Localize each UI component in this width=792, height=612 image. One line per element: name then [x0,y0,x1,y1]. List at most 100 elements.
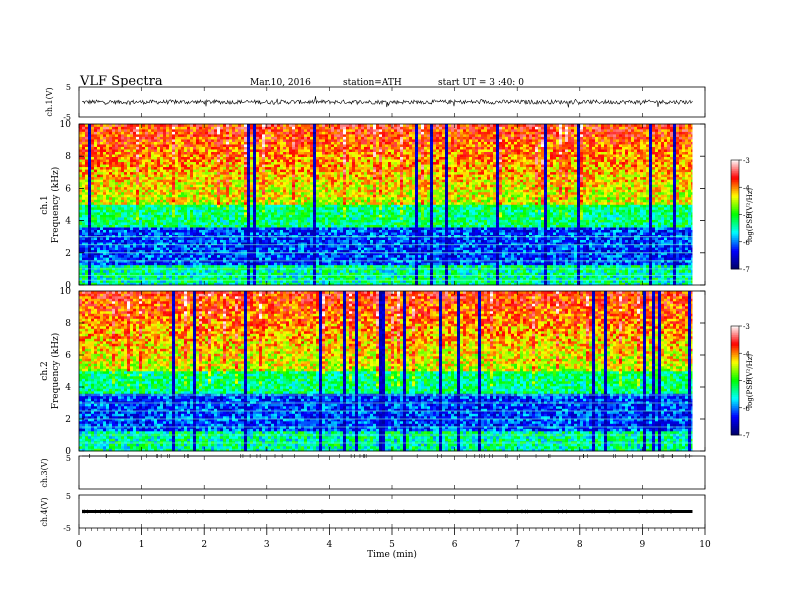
spectrogram-cell [157,225,160,228]
spectrogram-cell [130,189,133,192]
spectrogram-cell [121,167,124,170]
spectrogram-cell [238,127,241,130]
spectrogram-cell [244,184,247,187]
spectrogram-cell [232,157,235,160]
spectrogram-cell [139,134,142,137]
spectrogram-cell [244,164,247,167]
spectrogram-cell [145,182,148,185]
spectrogram-cell [247,194,250,197]
spectrogram-cell [154,159,157,162]
spectrogram-cell [262,240,265,243]
spectrogram-cell [148,159,151,162]
spectrogram-cell [259,149,262,152]
spectrogram-cell [247,132,250,135]
spectrogram-cell [103,137,106,140]
spectrogram-cell [229,272,232,275]
spectrogram-cell [193,240,196,243]
spectrogram-cell [223,199,226,202]
spectrogram-cell [160,182,163,185]
spectrogram-cell [232,255,235,258]
spectrogram-cell [163,134,166,137]
spectrogram-cell [202,197,205,200]
spectrogram-cell [217,205,220,208]
spectrogram-cell [169,255,172,258]
spectrogram-cell [85,222,88,225]
spectrogram-cell [259,144,262,147]
spectrogram-cell [211,127,214,130]
spectrogram-cell [184,189,187,192]
spectrogram-cell [88,162,91,165]
spectrogram-cell [181,240,184,243]
spectrogram-cell [256,189,259,192]
spectrogram-cell [232,184,235,187]
spectrogram-cell [211,250,214,253]
spectrogram-cell [154,184,157,187]
spectrogram-cell [229,270,232,273]
spectrogram-cell [274,220,277,223]
spectrogram-cell [142,205,145,208]
spectrogram-cell [211,240,214,243]
spectrogram-cell [85,144,88,147]
spectrogram-cell [262,197,265,200]
spectrogram-cell [163,147,166,150]
spectrogram-cell [214,272,217,275]
spectrogram-cell [103,225,106,228]
spectrogram-cell [139,164,142,167]
spectrogram-cell [166,227,169,230]
spectrogram-cell [250,139,253,142]
spectrogram-cell [154,182,157,185]
spectrogram-cell [115,149,118,152]
spectrogram-cell [106,137,109,140]
spectrogram-cell [253,217,256,220]
spectrogram-cell [118,217,121,220]
spectrogram-cell [178,187,181,190]
spectrogram-cell [97,222,100,225]
spectrogram-cell [202,189,205,192]
spectrogram-cell [220,217,223,220]
spectrogram-cell [190,217,193,220]
spectrogram-cell [232,129,235,132]
spectrogram-cell [181,250,184,253]
spectrogram-cell [223,172,226,175]
spectrogram-cell [127,132,130,135]
spectrogram-cell [112,272,115,275]
spectrogram-cell [247,159,250,162]
spectrogram-cell [172,159,175,162]
spectrogram-cell [91,179,94,182]
spectrogram-cell [121,137,124,140]
spectrogram-cell [94,134,97,137]
spectrogram-cell [184,159,187,162]
spectrogram-cell [271,132,274,135]
spectrogram-cell [133,194,136,197]
spectrogram-cell [265,129,268,132]
spectrogram-cell [118,172,121,175]
spectrogram-cell [166,154,169,157]
spectrogram-cell [187,144,190,147]
spectrogram-cell [79,172,82,175]
spectrogram-cell [199,212,202,215]
spectrogram-cell [151,207,154,210]
spectrogram-cell [79,212,82,215]
spectrogram-cell [151,127,154,130]
spectrogram-cell [253,154,256,157]
spectrogram-cell [103,232,106,235]
spectrogram-cell [202,174,205,177]
spectrogram-cell [133,177,136,180]
spectrogram-cell [190,245,193,248]
spectrogram-cell [196,144,199,147]
spectrogram-cell [238,144,241,147]
spectrogram-cell [265,159,268,162]
spectrogram-cell [166,177,169,180]
spectrogram-cell [214,147,217,150]
spectrogram-cell [79,250,82,253]
spectrogram-cell [130,182,133,185]
spectrogram-cell [142,142,145,145]
spectrogram-cell [130,129,133,132]
spectrogram-cell [163,162,166,165]
spectrogram-cell [241,147,244,150]
spectrogram-cell [109,217,112,220]
spectrogram-cell [244,154,247,157]
spectrogram-cell [229,232,232,235]
spectrogram-cell [94,262,97,265]
spectrogram-cell [277,210,280,213]
